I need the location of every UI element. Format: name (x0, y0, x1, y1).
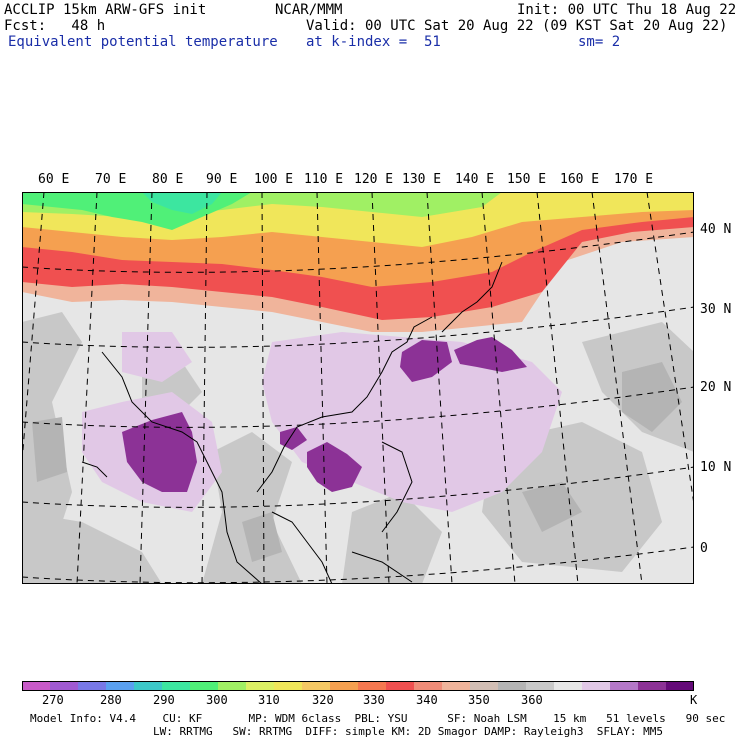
colorbar-label: 340 (416, 693, 438, 707)
lon-label: 90 E (206, 172, 238, 187)
colorbar-cell (22, 681, 51, 691)
colorbar-cell (274, 681, 303, 691)
valid-time: Valid: 00 UTC Sat 20 Aug 22 (09 KST Sat … (306, 18, 728, 34)
colorbar-cell (666, 681, 694, 691)
colorbar-cell (302, 681, 331, 691)
colorbar-label: 360 (521, 693, 543, 707)
lon-label: 160 E (560, 172, 600, 187)
lon-label: 150 E (507, 172, 547, 187)
colorbar-cell (554, 681, 583, 691)
colorbar-cell (218, 681, 247, 691)
colorbar-cell (358, 681, 387, 691)
lon-label: 110 E (304, 172, 344, 187)
level-index: at k-index = 51 (306, 34, 441, 50)
lat-label: 10 N (700, 460, 732, 475)
init-time: Init: 00 UTC Thu 18 Aug 22 (517, 2, 737, 18)
map-frame (22, 192, 694, 584)
colorbar-cell (498, 681, 527, 691)
field-name: Equivalent potential temperature (8, 34, 278, 50)
colorbar-label: 280 (100, 693, 122, 707)
colorbar-cell (610, 681, 639, 691)
colorbar-cell (106, 681, 135, 691)
lon-label: 140 E (455, 172, 495, 187)
lat-label: 40 N (700, 222, 732, 237)
colorbar-cell (526, 681, 555, 691)
lon-label: 130 E (402, 172, 442, 187)
lon-label: 80 E (152, 172, 184, 187)
lat-label: 30 N (700, 302, 732, 317)
colorbar-cell (442, 681, 471, 691)
lat-label: 0 (700, 541, 708, 556)
lon-label: 120 E (354, 172, 394, 187)
smoothing: sm= 2 (578, 34, 621, 50)
dark-gray-patches (32, 362, 682, 562)
colorbar-cell (470, 681, 499, 691)
lon-label: 170 E (614, 172, 654, 187)
colorbar-label: 290 (153, 693, 175, 707)
colorbar-label: 320 (312, 693, 334, 707)
colorbar-cell (638, 681, 667, 691)
colorbar (22, 681, 694, 691)
purple-cores (122, 337, 527, 492)
graticule (22, 192, 694, 584)
colorbar-label: 310 (258, 693, 280, 707)
colorbar-cell (330, 681, 359, 691)
coastlines (81, 261, 503, 584)
lon-label: 60 E (38, 172, 70, 187)
theta-e-285-290 (142, 192, 222, 214)
colorbar-label: 300 (206, 693, 228, 707)
colorbar-cell (78, 681, 107, 691)
colorbar-cell (386, 681, 415, 691)
lon-label: 70 E (95, 172, 127, 187)
colorbar-cell (162, 681, 191, 691)
colorbar-cell (50, 681, 79, 691)
forecast-hour: Fcst: 48 h (4, 18, 106, 34)
colorbar-cell (190, 681, 219, 691)
colorbar-cell (414, 681, 443, 691)
colorbar-unit: K (690, 693, 698, 707)
colorbar-label: 270 (42, 693, 64, 707)
map-panel (22, 192, 694, 584)
colorbar-cell (246, 681, 275, 691)
lat-label: 20 N (700, 380, 732, 395)
model-title: ACCLIP 15km ARW-GFS init (4, 2, 207, 18)
model-info: Model Info: V4.4 CU: KF MP: WDM 6class P… (30, 712, 726, 725)
colorbar-label: 350 (468, 693, 490, 707)
colorbar-cell (582, 681, 611, 691)
physics-info: LW: RRTMG SW: RRTMG DIFF: simple KM: 2D … (153, 725, 663, 738)
colorbar-label: 330 (363, 693, 385, 707)
colorbar-cell (134, 681, 163, 691)
lon-label: 100 E (254, 172, 294, 187)
center-name: NCAR/MMM (275, 2, 343, 18)
